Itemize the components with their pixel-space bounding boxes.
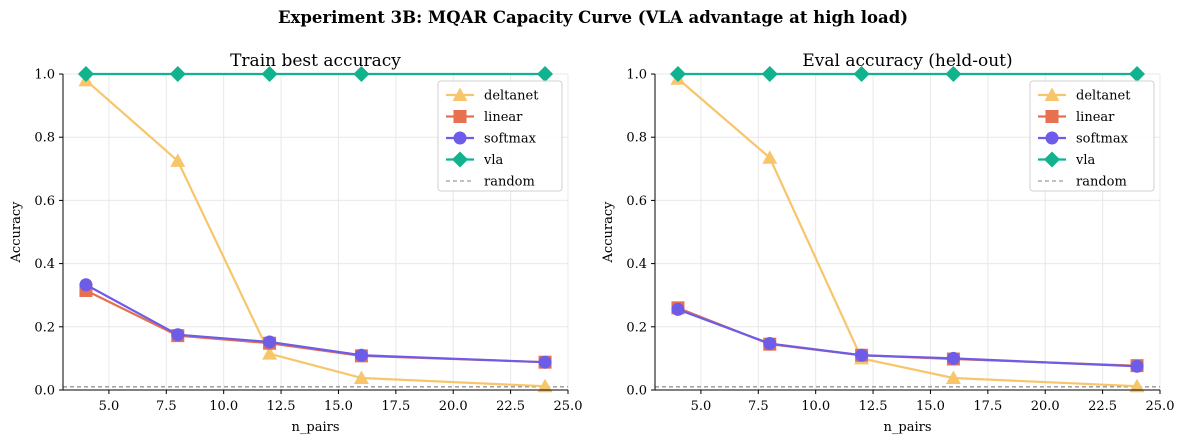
data-point-vla [853, 66, 870, 82]
legend-marker-softmax [453, 131, 467, 145]
chart-panel-train: 5.0 7.5 10.0 12.5 15.0 17.5 20.0 22.5 25.0 0.0 0.2… [9, 51, 582, 435]
legend-label-deltanet: deltanet [1076, 89, 1131, 104]
x-tick-label: 20.0 [1031, 399, 1060, 414]
plot-title: Train best accuracy [230, 51, 401, 71]
legend-marker-linear [1045, 110, 1059, 123]
data-point-deltanet [262, 346, 278, 360]
legend-label-softmax: softmax [1076, 132, 1129, 147]
x-tick-label: 17.5 [973, 399, 1002, 414]
data-point-softmax [855, 348, 869, 362]
legend-label-softmax: softmax [484, 132, 537, 147]
x-tick-label: 12.5 [267, 399, 296, 414]
legend-label-linear: linear [484, 110, 523, 125]
figure-suptitle: Experiment 3B: MQAR Capacity Curve (VLA … [277, 8, 909, 27]
data-point-vla [169, 66, 186, 82]
legend-box [437, 80, 563, 192]
series-line-softmax [677, 308, 1138, 368]
y-axis-label: Accuracy [601, 201, 616, 264]
y-tick-label: 1.0 [626, 68, 647, 83]
data-point-vla [537, 66, 554, 82]
data-point-deltanet [1129, 378, 1145, 393]
y-tick-label: 0.2 [626, 320, 647, 335]
data-point-vla [353, 66, 370, 82]
y-tick-label: 0.4 [34, 257, 55, 272]
x-axis-label: n_pairs [884, 420, 932, 435]
x-tick-label: 15.0 [324, 399, 353, 414]
data-point-softmax [538, 355, 552, 369]
x-axis-label: n_pairs [292, 420, 340, 435]
x-tick-label: 22.5 [496, 399, 525, 414]
plot-title: Eval accuracy (held-out) [802, 51, 1012, 71]
data-point-vla [669, 66, 686, 82]
data-point-deltanet [762, 150, 778, 164]
legend-marker-softmax [1045, 131, 1059, 145]
y-tick-label: 0.0 [34, 384, 55, 399]
data-point-softmax [946, 351, 960, 365]
legend-label-deltanet: deltanet [484, 89, 539, 104]
y-tick-label: 0.6 [34, 194, 55, 209]
data-point-vla [1129, 66, 1146, 82]
y-tick-label: 0.0 [626, 384, 647, 399]
legend-box [1029, 80, 1155, 192]
y-axis-label: Accuracy [9, 201, 24, 264]
data-point-deltanet [537, 378, 553, 393]
legend-marker-deltanet [1044, 87, 1060, 101]
y-tick-label: 0.6 [626, 194, 647, 209]
data-point-vla [761, 66, 778, 82]
legend-label-vla: vla [1075, 153, 1096, 168]
y-tick-label: 0.8 [626, 131, 647, 146]
data-point-vla [261, 66, 278, 82]
legend-marker-linear [453, 110, 467, 123]
y-tick-label: 0.2 [34, 320, 55, 335]
data-point-softmax [671, 302, 685, 316]
data-point-softmax [763, 337, 777, 351]
x-tick-label: 15.0 [916, 399, 945, 414]
x-tick-label: 25.0 [1146, 399, 1175, 414]
data-point-deltanet [170, 153, 186, 167]
legend-label-random: random [1076, 175, 1127, 190]
x-tick-label: 25.0 [554, 399, 583, 414]
x-tick-label: 20.0 [439, 399, 468, 414]
x-tick-label: 17.5 [381, 399, 410, 414]
legend-marker-deltanet [452, 87, 468, 101]
data-point-softmax [263, 335, 277, 349]
x-tick-label: 12.5 [859, 399, 888, 414]
data-point-deltanet [353, 370, 369, 384]
x-tick-label: 10.0 [209, 399, 238, 414]
data-point-vla [945, 66, 962, 82]
data-point-softmax [79, 278, 93, 292]
chart-panel-eval: 5.0 7.5 10.0 12.5 15.0 17.5 20.0 22.5 25.0 0.0 0.2… [601, 51, 1174, 435]
x-tick-label: 5.0 [99, 399, 120, 414]
legend-marker-vla [452, 151, 468, 168]
y-tick-label: 0.8 [34, 131, 55, 146]
legend-label-random: random [484, 175, 535, 190]
x-tick-label: 7.5 [156, 399, 177, 414]
x-tick-label: 5.0 [691, 399, 712, 414]
y-tick-label: 1.0 [34, 68, 55, 83]
x-tick-label: 22.5 [1088, 399, 1117, 414]
legend-label-vla: vla [483, 153, 504, 168]
data-point-softmax [171, 328, 185, 342]
y-tick-label: 0.4 [626, 257, 647, 272]
data-point-deltanet [945, 370, 961, 384]
data-point-softmax [1130, 359, 1144, 373]
legend-label-linear: linear [1076, 110, 1115, 125]
data-point-vla [77, 66, 94, 82]
x-tick-label: 7.5 [748, 399, 769, 414]
x-tick-label: 10.0 [801, 399, 830, 414]
data-point-softmax [354, 348, 368, 362]
legend-marker-vla [1044, 151, 1060, 168]
